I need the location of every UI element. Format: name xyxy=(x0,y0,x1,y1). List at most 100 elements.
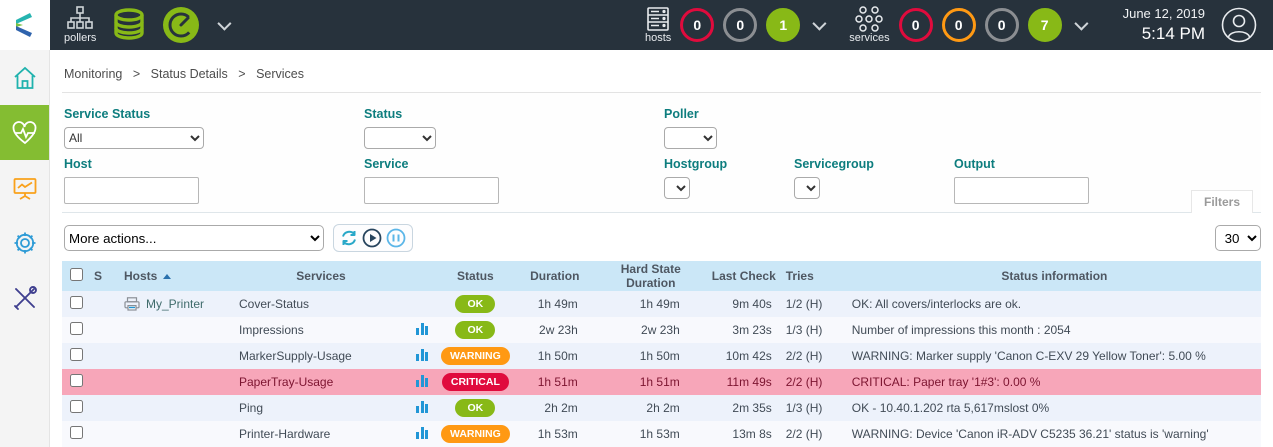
breadcrumb-status-details[interactable]: Status Details xyxy=(151,67,228,81)
play-button[interactable] xyxy=(361,227,383,249)
service-name[interactable]: Impressions xyxy=(239,323,304,337)
breadcrumb-monitoring[interactable]: Monitoring xyxy=(64,67,122,81)
page-size-select[interactable]: 30 xyxy=(1215,225,1261,251)
pollers-status[interactable]: pollers xyxy=(64,6,96,44)
last-check-cell: 10m 42s xyxy=(706,343,782,369)
output-input[interactable] xyxy=(954,177,1089,204)
host-cell[interactable] xyxy=(124,427,231,441)
filter-panel: Service Status All Status Poller xyxy=(62,93,1261,213)
table-row: Ping OK 2h 2m 2h 2m 2m 35s 1/3 (H) OK - … xyxy=(62,395,1261,421)
row-checkbox[interactable] xyxy=(70,322,83,335)
poller-select[interactable] xyxy=(664,127,717,149)
last-check-cell: 2m 35s xyxy=(706,395,782,421)
service-name[interactable]: Ping xyxy=(239,401,263,415)
servicegroup-select[interactable] xyxy=(794,177,820,199)
pollers-chevron-down-icon[interactable] xyxy=(218,17,232,31)
status-select[interactable] xyxy=(364,127,436,149)
services-status[interactable]: services xyxy=(849,6,889,44)
hosts-status[interactable]: hosts xyxy=(645,6,671,44)
hosts-label: hosts xyxy=(645,32,671,44)
col-header-status-information[interactable]: Status information xyxy=(848,261,1261,291)
services-ok-counter[interactable]: 7 xyxy=(1028,8,1062,42)
status-information-cell: WARNING: Device 'Canon iR-ADV C5235 36.2… xyxy=(848,421,1261,447)
hosts-chevron-down-icon[interactable] xyxy=(813,17,827,31)
host-cell[interactable] xyxy=(124,375,231,389)
row-checkbox[interactable] xyxy=(70,348,83,361)
row-checkbox[interactable] xyxy=(70,400,83,413)
hosts-unreachable-counter[interactable]: 0 xyxy=(723,8,757,42)
poller-label: Poller xyxy=(664,107,717,121)
duration-cell: 1h 51m xyxy=(514,369,596,395)
graph-icon[interactable] xyxy=(416,401,428,413)
centreon-logo[interactable] xyxy=(0,0,50,50)
duration-cell: 1h 49m xyxy=(514,291,596,317)
sort-asc-icon xyxy=(163,274,171,279)
col-header-duration[interactable]: Duration xyxy=(514,261,596,291)
status-badge: WARNING xyxy=(441,347,510,365)
hosts-icon xyxy=(645,6,671,32)
row-checkbox[interactable] xyxy=(70,426,83,439)
col-header-services[interactable]: Services xyxy=(235,261,407,291)
row-checkbox[interactable] xyxy=(70,296,83,309)
filter-service-status: Service Status All xyxy=(64,103,364,149)
host-cell[interactable] xyxy=(124,349,231,363)
col-header-status[interactable]: Status xyxy=(437,261,514,291)
last-check-cell: 9m 40s xyxy=(706,291,782,317)
services-chevron-down-icon[interactable] xyxy=(1074,17,1088,31)
services-warning-counter[interactable]: 0 xyxy=(942,8,976,42)
sidebar-item-home[interactable] xyxy=(0,50,49,105)
host-cell[interactable] xyxy=(124,323,231,337)
col-header-s[interactable]: S xyxy=(90,261,120,291)
col-header-last-check[interactable]: Last Check xyxy=(706,261,782,291)
services-critical-counter[interactable]: 0 xyxy=(899,8,933,42)
more-actions-select[interactable]: More actions... xyxy=(64,225,324,251)
pause-button[interactable] xyxy=(385,227,407,249)
host-input[interactable] xyxy=(64,177,199,204)
graph-icon[interactable] xyxy=(416,427,428,439)
report-chart-icon xyxy=(12,175,38,201)
filters-tab[interactable]: Filters xyxy=(1191,190,1253,213)
output-label: Output xyxy=(954,157,1089,171)
tries-cell: 1/3 (H) xyxy=(782,317,848,343)
service-input[interactable] xyxy=(364,177,499,204)
database-poller-icon[interactable] xyxy=(110,6,148,44)
host-cell[interactable] xyxy=(124,401,231,415)
hosts-down-counter[interactable]: 0 xyxy=(680,8,714,42)
services-unknown-counter[interactable]: 0 xyxy=(985,8,1019,42)
col-header-hosts[interactable]: Hosts xyxy=(120,261,235,291)
col-header-chart xyxy=(407,261,437,291)
table-row: PaperTray-Usage CRITICAL 1h 51m 1h 51m 1… xyxy=(62,369,1261,395)
current-time: 5:14 PM xyxy=(1123,23,1205,44)
graph-icon[interactable] xyxy=(416,375,428,387)
graph-icon[interactable] xyxy=(416,349,428,361)
service-name[interactable]: Printer-Hardware xyxy=(239,427,330,441)
duration-cell: 1h 50m xyxy=(514,343,596,369)
service-name[interactable]: MarkerSupply-Usage xyxy=(239,349,352,363)
service-label: Service xyxy=(364,157,664,171)
home-icon xyxy=(12,65,38,91)
service-name[interactable]: PaperTray-Usage xyxy=(239,375,333,389)
graph-icon[interactable] xyxy=(416,323,428,335)
sidebar-item-monitoring[interactable] xyxy=(0,105,49,160)
col-header-hard-state-duration[interactable]: Hard State Duration xyxy=(596,261,706,291)
sidebar-item-administration[interactable] xyxy=(0,270,49,325)
refresh-button[interactable] xyxy=(339,228,359,248)
services-icon xyxy=(855,6,883,32)
service-status-select[interactable]: All xyxy=(64,127,204,149)
select-all-checkbox[interactable] xyxy=(70,268,83,281)
sidebar-item-configuration[interactable] xyxy=(0,215,49,270)
col-header-tries[interactable]: Tries xyxy=(782,261,848,291)
breadcrumb-separator: > xyxy=(133,67,140,81)
status-badge: OK xyxy=(455,399,495,417)
row-s-cell xyxy=(90,291,120,317)
service-name[interactable]: Cover-Status xyxy=(239,297,309,311)
tries-cell: 2/2 (H) xyxy=(782,343,848,369)
hosts-up-counter[interactable]: 1 xyxy=(766,8,800,42)
host-cell[interactable]: My_Printer xyxy=(124,297,231,311)
row-checkbox[interactable] xyxy=(70,374,83,387)
row-s-cell xyxy=(90,317,120,343)
user-avatar-icon[interactable] xyxy=(1221,7,1257,43)
sidebar-item-reporting[interactable] xyxy=(0,160,49,215)
latency-gauge-icon[interactable] xyxy=(162,6,200,44)
hostgroup-select[interactable] xyxy=(664,177,690,199)
